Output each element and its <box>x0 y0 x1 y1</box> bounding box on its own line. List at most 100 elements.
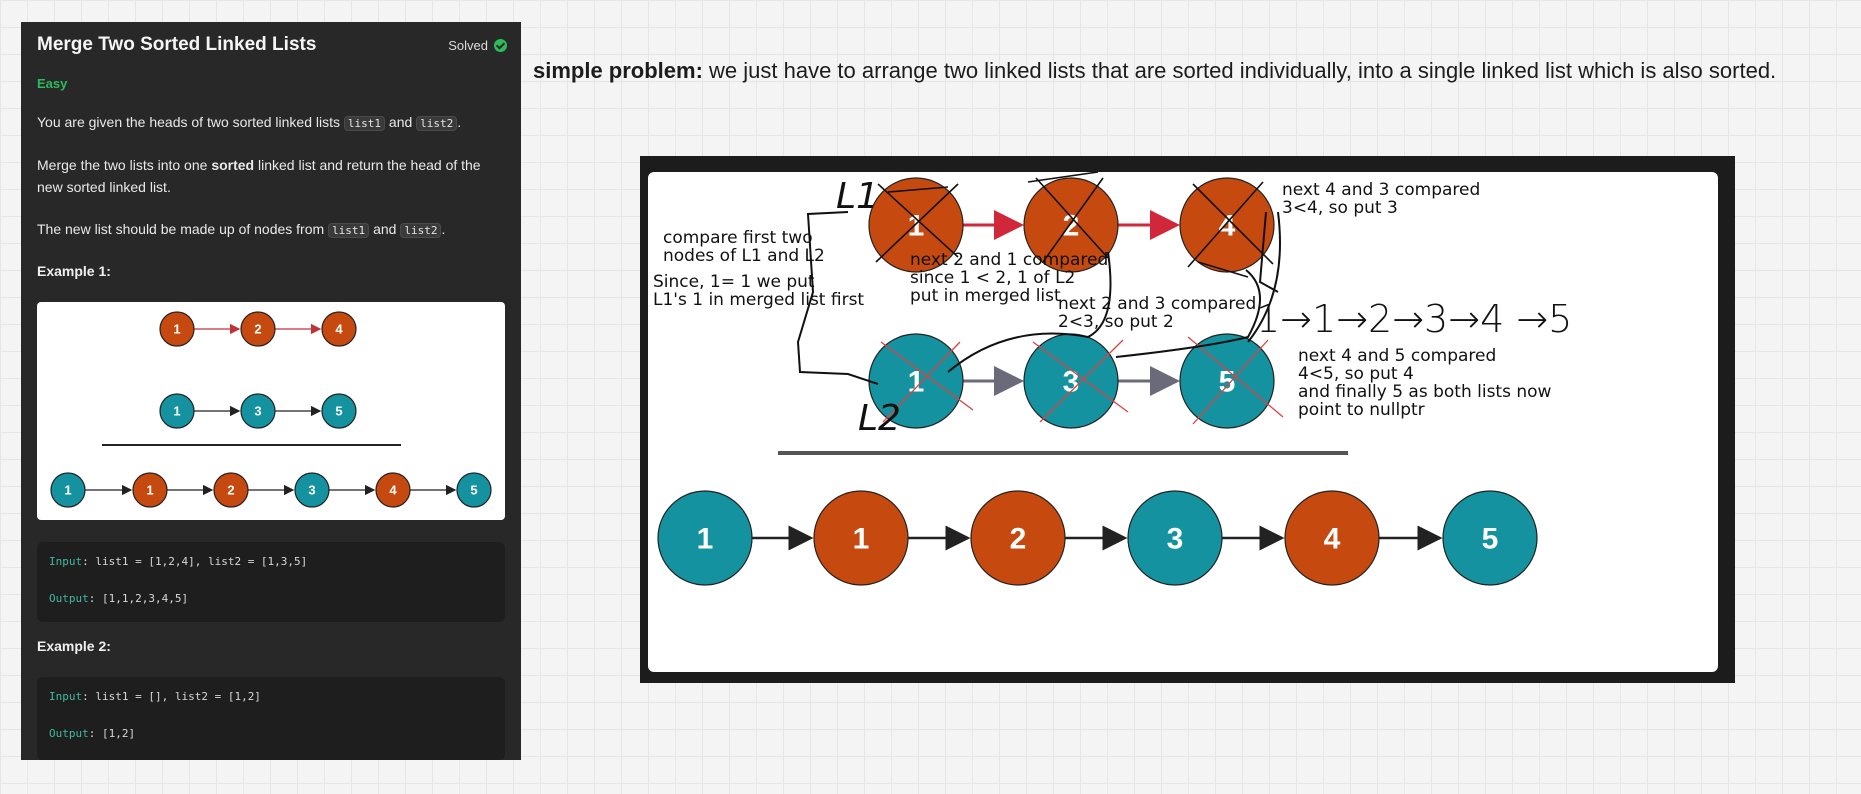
example-1-heading: Example 1: <box>37 263 111 279</box>
note-line: put in merged list <box>910 286 1061 306</box>
note-line: and finally 5 as both lists now <box>1298 382 1552 402</box>
example-1-code: Input: list1 = [1,2,4], list2 = [1,3,5] … <box>37 542 505 622</box>
input-label: Input <box>49 690 83 703</box>
list1-node: 2 <box>240 311 276 347</box>
code-list1: list1 <box>343 116 386 131</box>
node-circle <box>159 393 195 429</box>
node-value: 1 <box>146 483 153 498</box>
p1-end: . <box>457 114 462 130</box>
note-line: Since, 1= 1 we put <box>653 272 815 292</box>
node-value: 4 <box>389 483 397 498</box>
diagram-svg: 1 2 41 3 51 1 2 3 4 5 L1 L2 <box>657 172 1572 586</box>
node-circle <box>50 472 86 508</box>
node-value: 1 <box>908 210 925 243</box>
code-list2: list2 <box>416 116 458 131</box>
p3-text: The new list should be made up of nodes … <box>37 221 329 237</box>
node-value: 1 <box>697 523 714 556</box>
merged-node: 2 <box>970 490 1066 586</box>
list2-node: 1 <box>159 393 195 429</box>
example-1-image: 1 2 4 1 3 5 1 1 2 3 4 5 <box>37 302 505 520</box>
node-value: 1 <box>173 404 180 419</box>
headline-body: we just have to arrange two linked lists… <box>702 58 1777 83</box>
node-circle <box>294 472 330 508</box>
input-value: : list1 = [1,2,4], list2 = [1,3,5] <box>82 555 308 568</box>
note-next-2-1: next 2 and 1 compared since 1 < 2, 1 of … <box>910 251 1108 305</box>
p2-bold: sorted <box>211 157 255 173</box>
merged-node: 1 <box>813 490 909 586</box>
example-1-diagram: 1 2 4 1 3 5 1 1 2 3 4 5 <box>50 311 492 508</box>
merged-node: 5 <box>1442 490 1538 586</box>
output-value: : [1,1,2,3,4,5] <box>88 592 189 605</box>
node-circle <box>970 490 1066 586</box>
output-label: Output <box>49 727 89 740</box>
note-line: next 4 and 5 compared <box>1298 346 1497 366</box>
list1-node: 1 <box>159 311 195 347</box>
node-value: 4 <box>335 322 343 337</box>
code-list2: list2 <box>400 223 442 238</box>
list2-node: 3 <box>1023 333 1119 429</box>
merged-node: 3 <box>294 472 330 508</box>
node-value: 3 <box>1167 523 1184 556</box>
p3-and: and <box>369 221 401 237</box>
node-value: 1 <box>908 366 925 399</box>
note-line: 2<3, so put 2 <box>1058 312 1174 332</box>
handwritten-l2: L2 <box>858 398 901 439</box>
node-circle <box>375 472 411 508</box>
merged-node: 5 <box>456 472 492 508</box>
node-circle <box>1442 490 1538 586</box>
node-value: 2 <box>227 483 234 498</box>
list1-node: 2 <box>1023 177 1119 273</box>
description-paragraph-1: You are given the heads of two sorted li… <box>37 111 499 135</box>
problem-panel: Merge Two Sorted Linked Lists Solved Eas… <box>21 22 521 760</box>
merged-node: 1 <box>132 472 168 508</box>
note-next-4-3: next 4 and 3 compared 3<4, so put 3 <box>1282 181 1480 217</box>
note-next-4-5: next 4 and 5 compared 4<5, so put 4 and … <box>1298 347 1551 419</box>
merged-node: 1 <box>50 472 86 508</box>
node-circle <box>813 490 909 586</box>
merged-node: 4 <box>1284 490 1380 586</box>
headline-bold: simple problem: <box>533 58 703 83</box>
note-line: next 2 and 1 compared <box>910 250 1109 270</box>
p1-text: You are given the heads of two sorted li… <box>37 114 344 130</box>
merged-node: 2 <box>213 472 249 508</box>
note-line: next 2 and 3 compared <box>1058 294 1257 314</box>
node-circle <box>240 311 276 347</box>
node-value: 4 <box>1324 523 1341 556</box>
node-circle <box>159 311 195 347</box>
node-value: 2 <box>1010 523 1027 556</box>
list2-node: 3 <box>240 393 276 429</box>
note-line: since 1 < 2, 1 of L2 <box>910 268 1076 288</box>
merged-node: 4 <box>375 472 411 508</box>
description-paragraph-2: Merge the two lists into one sorted link… <box>37 154 499 198</box>
p3-end: . <box>441 221 446 237</box>
node-circle <box>657 490 753 586</box>
note-line: L1's 1 in merged list first <box>653 290 865 310</box>
note-line: next 4 and 3 compared <box>1282 180 1481 200</box>
handwritten-l1: L1 <box>836 176 879 217</box>
note-line: nodes of L1 and L2 <box>663 246 825 266</box>
node-circle <box>321 393 357 429</box>
merged-node: 3 <box>1127 490 1223 586</box>
node-value: 5 <box>470 483 477 498</box>
note-line: compare first two <box>663 228 813 248</box>
red-crosses <box>880 336 1284 425</box>
node-circle <box>1023 177 1119 273</box>
node-value: 2 <box>254 322 261 337</box>
note-since: Since, 1= 1 we put L1's 1 in merged list… <box>653 273 864 309</box>
node-circle <box>1179 333 1275 429</box>
output-label: Output <box>49 592 89 605</box>
check-circle-icon <box>494 39 507 52</box>
node-circle <box>456 472 492 508</box>
node-value: 5 <box>335 404 342 419</box>
list1-node: 4 <box>1179 177 1275 273</box>
node-circle <box>1284 490 1380 586</box>
list2-node: 1 <box>868 333 964 429</box>
solved-label: Solved <box>448 38 488 53</box>
merged-node: 1 <box>657 490 753 586</box>
node-value: 4 <box>1219 210 1236 243</box>
note-line: 3<4, so put 3 <box>1282 198 1398 218</box>
node-value: 1 <box>853 523 870 556</box>
headline-text: simple problem: we just have to arrange … <box>533 58 1776 84</box>
handwritten-connectors <box>796 211 1281 385</box>
